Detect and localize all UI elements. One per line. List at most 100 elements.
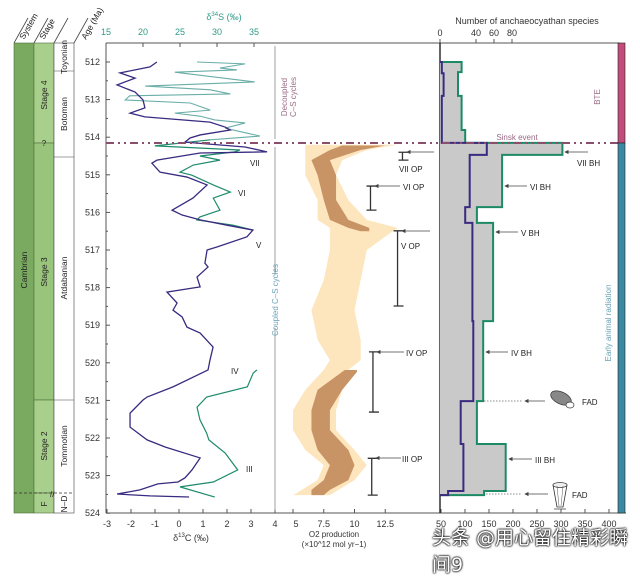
sinsk-event-label: Sinsk event bbox=[496, 133, 538, 142]
d13c-axis-title: δ13C (‰) bbox=[173, 533, 209, 543]
age-tick-label: 519 bbox=[85, 320, 100, 330]
o2-tick-label: 7.5 bbox=[317, 519, 330, 529]
d34s-tick-label: 20 bbox=[138, 27, 148, 37]
species-bottom-tick-label: 200 bbox=[505, 519, 520, 529]
d34s-tick-label: 30 bbox=[212, 27, 222, 37]
boundary-break-mark: // bbox=[50, 490, 55, 499]
bh-label-vii: VII BH bbox=[577, 159, 600, 168]
series-n-d: N–D bbox=[59, 495, 69, 512]
species-bottom-tick-label: 300 bbox=[553, 519, 568, 529]
stage-3-label: Stage 3 bbox=[39, 257, 49, 287]
age-tick-label: 523 bbox=[85, 471, 100, 481]
fad-label-trilobite: FAD bbox=[582, 398, 598, 407]
series-botoman: Botoman bbox=[59, 97, 69, 131]
header-divider bbox=[53, 17, 69, 44]
species-top-tick-label: 60 bbox=[489, 28, 499, 38]
op-annotations: VII OP VI OP V OP IV OP III OP bbox=[374, 149, 434, 464]
cycle-label-vi: VI bbox=[238, 189, 246, 198]
series-column bbox=[53, 42, 75, 514]
age-tick-label: 514 bbox=[85, 132, 100, 142]
stage-header: Stage bbox=[37, 17, 57, 41]
d34s-tick-label: 15 bbox=[101, 27, 111, 37]
species-top-tick-label: 80 bbox=[507, 28, 517, 38]
bh-label-iv: IV BH bbox=[511, 349, 532, 358]
species-bottom-tick-label: 250 bbox=[529, 519, 544, 529]
stage-uncertain-mark: ? bbox=[42, 139, 47, 148]
age-tick-label: 513 bbox=[85, 95, 100, 105]
cycle-label-v: V bbox=[256, 241, 262, 250]
d34s-line-upper bbox=[123, 61, 261, 141]
header-divider bbox=[13, 17, 29, 44]
age-tick-label: 515 bbox=[85, 170, 100, 180]
header-divider bbox=[33, 17, 49, 44]
cycle-label-iv: IV bbox=[231, 367, 239, 376]
o2-tick-label: 10 bbox=[349, 519, 359, 529]
o2-panel bbox=[293, 144, 409, 496]
o2-axis-units: (×10^12 mol yr−1) bbox=[302, 540, 367, 549]
op-interval-bracket bbox=[366, 185, 377, 211]
bte-label: BTE bbox=[593, 89, 602, 105]
age-tick-label: 520 bbox=[85, 358, 100, 368]
op-interval-bracket bbox=[368, 351, 379, 413]
d34s-tick-label: 35 bbox=[249, 27, 259, 37]
archaeocyath-icon bbox=[552, 482, 568, 510]
age-tick-label: 521 bbox=[85, 395, 100, 405]
species-bottom-tick-label: 150 bbox=[481, 519, 496, 529]
species-bottom-tick-label: 100 bbox=[457, 519, 472, 529]
age-tick-label: 524 bbox=[85, 508, 100, 518]
species-bottom-tick-label: 400 bbox=[601, 519, 616, 529]
d13c-tick-label: -2 bbox=[127, 519, 135, 529]
age-tick-label: 517 bbox=[85, 245, 100, 255]
species-bottom-tick-label: 350 bbox=[577, 519, 592, 529]
series-atdabanian: Atdabanian bbox=[59, 256, 69, 299]
bh-annotations: VII BH VI BH V BH IV BH III BH FAD FAD bbox=[484, 149, 600, 510]
d13c-tick-label: 4 bbox=[272, 519, 277, 529]
o2-dark-band bbox=[311, 145, 386, 232]
species-panel bbox=[440, 61, 564, 497]
age-tick-label: 512 bbox=[85, 57, 100, 67]
age-tick-label: 522 bbox=[85, 433, 100, 443]
d13c-tick-label: 1 bbox=[200, 519, 205, 529]
op-label-vi: VI OP bbox=[403, 183, 424, 192]
d34s-line-lower bbox=[179, 369, 258, 498]
species-subset-step-line bbox=[440, 61, 488, 497]
o2-tick-label: 12.5 bbox=[376, 519, 394, 529]
op-interval-bracket bbox=[398, 151, 409, 161]
species-top-tick-label: 0 bbox=[437, 28, 442, 38]
figure: System Stage Age (Ma) // Cambrian Stage … bbox=[13, 6, 626, 549]
o2-dark-band bbox=[311, 369, 357, 496]
d13c-tick-label: 0 bbox=[176, 519, 181, 529]
early-radiation-bar bbox=[617, 142, 626, 514]
species-total-step-line bbox=[440, 61, 564, 497]
o2-pale-band bbox=[293, 144, 398, 496]
age-tick-label: 516 bbox=[85, 207, 100, 217]
series-toyonian: Toyonian bbox=[59, 40, 69, 74]
bte-bar bbox=[617, 42, 626, 144]
species-axis-title: Number of anchaeocyathan species bbox=[455, 16, 599, 26]
trilobite-icon bbox=[550, 390, 575, 409]
decoupled-label-2: C–S cycles bbox=[289, 77, 298, 117]
d13c-tick-label: -1 bbox=[151, 519, 159, 529]
bh-label-vi: VI BH bbox=[530, 183, 551, 192]
decoupled-label: Decoupled bbox=[280, 78, 289, 116]
d13c-tick-label: 2 bbox=[224, 519, 229, 529]
d34s-tick-label: 25 bbox=[175, 27, 185, 37]
bh-label-iii: III BH bbox=[535, 456, 555, 465]
carbon-sulfur-panel bbox=[115, 61, 268, 498]
coupled-label: Coupled C–S cycles bbox=[271, 264, 280, 336]
o2-tick-label: 5 bbox=[293, 519, 298, 529]
cycle-label-vii: VII bbox=[250, 159, 260, 168]
op-label-v: V OP bbox=[401, 242, 420, 251]
op-label-iv: IV OP bbox=[406, 349, 427, 358]
d13c-tick-label: -3 bbox=[103, 519, 111, 529]
d34s-line bbox=[154, 139, 254, 231]
cycle-label-iii: III bbox=[246, 465, 253, 474]
op-label-vii: VII OP bbox=[399, 165, 423, 174]
o2-axis-title: O2 production bbox=[309, 530, 359, 539]
series-tommotian: Tommotian bbox=[59, 425, 69, 467]
stage-2-label: Stage 2 bbox=[39, 431, 49, 461]
species-bottom-tick-label: 50 bbox=[436, 519, 446, 529]
stage-4-label: Stage 4 bbox=[39, 80, 49, 110]
species-fill-area bbox=[440, 62, 563, 496]
watermark: 头条 @用心留住精彩瞬间9 bbox=[432, 527, 629, 576]
